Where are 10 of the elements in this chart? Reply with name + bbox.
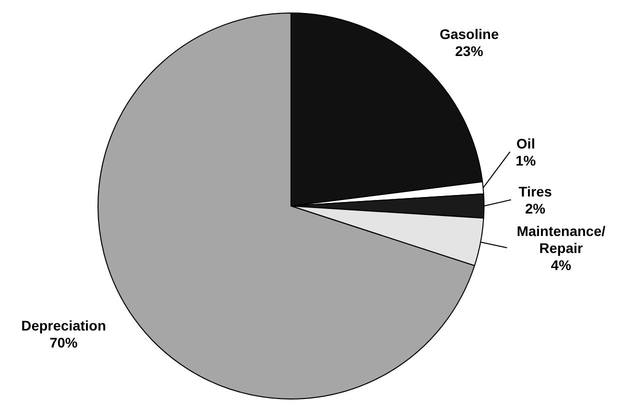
slice-label: Tires xyxy=(518,183,552,200)
slice-label: Gasoline xyxy=(440,26,499,42)
data-label: 4% xyxy=(550,256,572,273)
slice-label: Depreciation xyxy=(21,318,106,334)
slice-label: Oil xyxy=(516,135,536,152)
data-label: 2% xyxy=(525,200,546,216)
data-label: 23% xyxy=(455,42,484,59)
slice-label: Maintenance/ Repair xyxy=(516,222,606,256)
data-label: 70% xyxy=(50,334,78,351)
data-label: 1% xyxy=(516,152,536,168)
